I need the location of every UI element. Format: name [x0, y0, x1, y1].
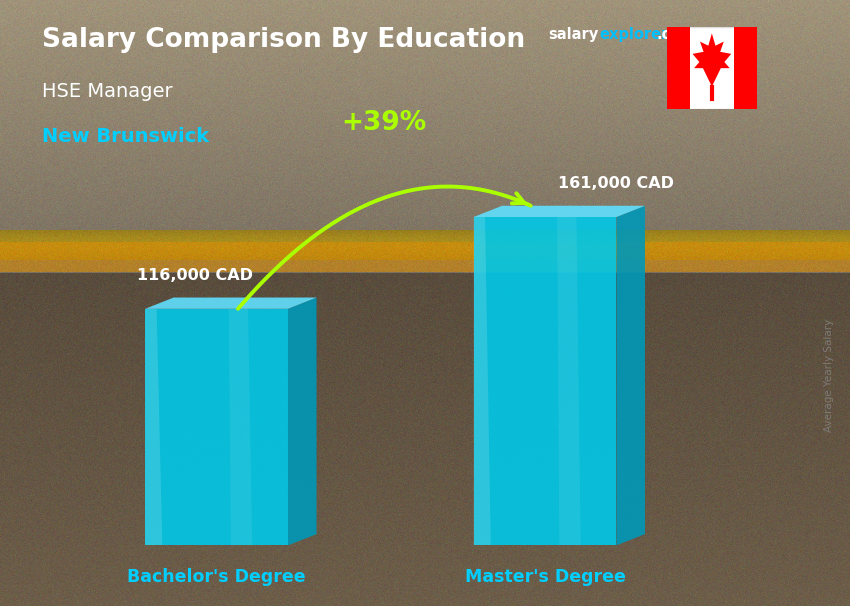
Text: .com: .com [656, 27, 695, 42]
Polygon shape [145, 309, 288, 545]
Text: HSE Manager: HSE Manager [42, 82, 173, 101]
Text: explorer: explorer [599, 27, 669, 42]
Text: 161,000 CAD: 161,000 CAD [558, 176, 674, 191]
Polygon shape [145, 298, 316, 309]
Polygon shape [229, 309, 252, 545]
Polygon shape [473, 217, 490, 545]
Text: Salary Comparison By Education: Salary Comparison By Education [42, 27, 525, 53]
Polygon shape [616, 206, 645, 545]
Text: New Brunswick: New Brunswick [42, 127, 210, 146]
Text: Bachelor's Degree: Bachelor's Degree [128, 568, 306, 586]
Text: salary: salary [548, 27, 598, 42]
Bar [734, 27, 756, 109]
Polygon shape [557, 217, 581, 545]
Polygon shape [288, 298, 316, 545]
Polygon shape [473, 206, 645, 217]
Text: Average Yearly Salary: Average Yearly Salary [824, 319, 834, 432]
Bar [667, 27, 689, 109]
Polygon shape [693, 33, 731, 87]
Text: +39%: +39% [342, 110, 427, 136]
Polygon shape [473, 217, 616, 545]
Polygon shape [145, 309, 162, 545]
Text: Master's Degree: Master's Degree [465, 568, 626, 586]
Text: 116,000 CAD: 116,000 CAD [137, 267, 253, 282]
